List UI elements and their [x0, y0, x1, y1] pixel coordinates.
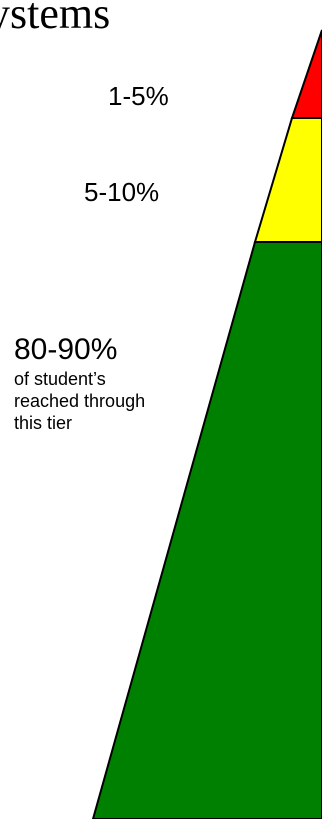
pyramid-tier-top — [290, 29, 322, 119]
page-title: ystems — [0, 0, 111, 38]
tier-top-label: 1-5% — [108, 81, 169, 111]
tier-base-label: 80-90% — [14, 333, 118, 366]
tier-base-label-group: 80-90% of student’s reached through this… — [14, 332, 154, 434]
tier-middle-label: 5-10% — [84, 177, 160, 207]
tier-base-description: of student’s reached through this tier — [14, 369, 146, 433]
pyramid-tier-base — [91, 241, 322, 819]
pyramid-tier-middle — [253, 117, 322, 243]
